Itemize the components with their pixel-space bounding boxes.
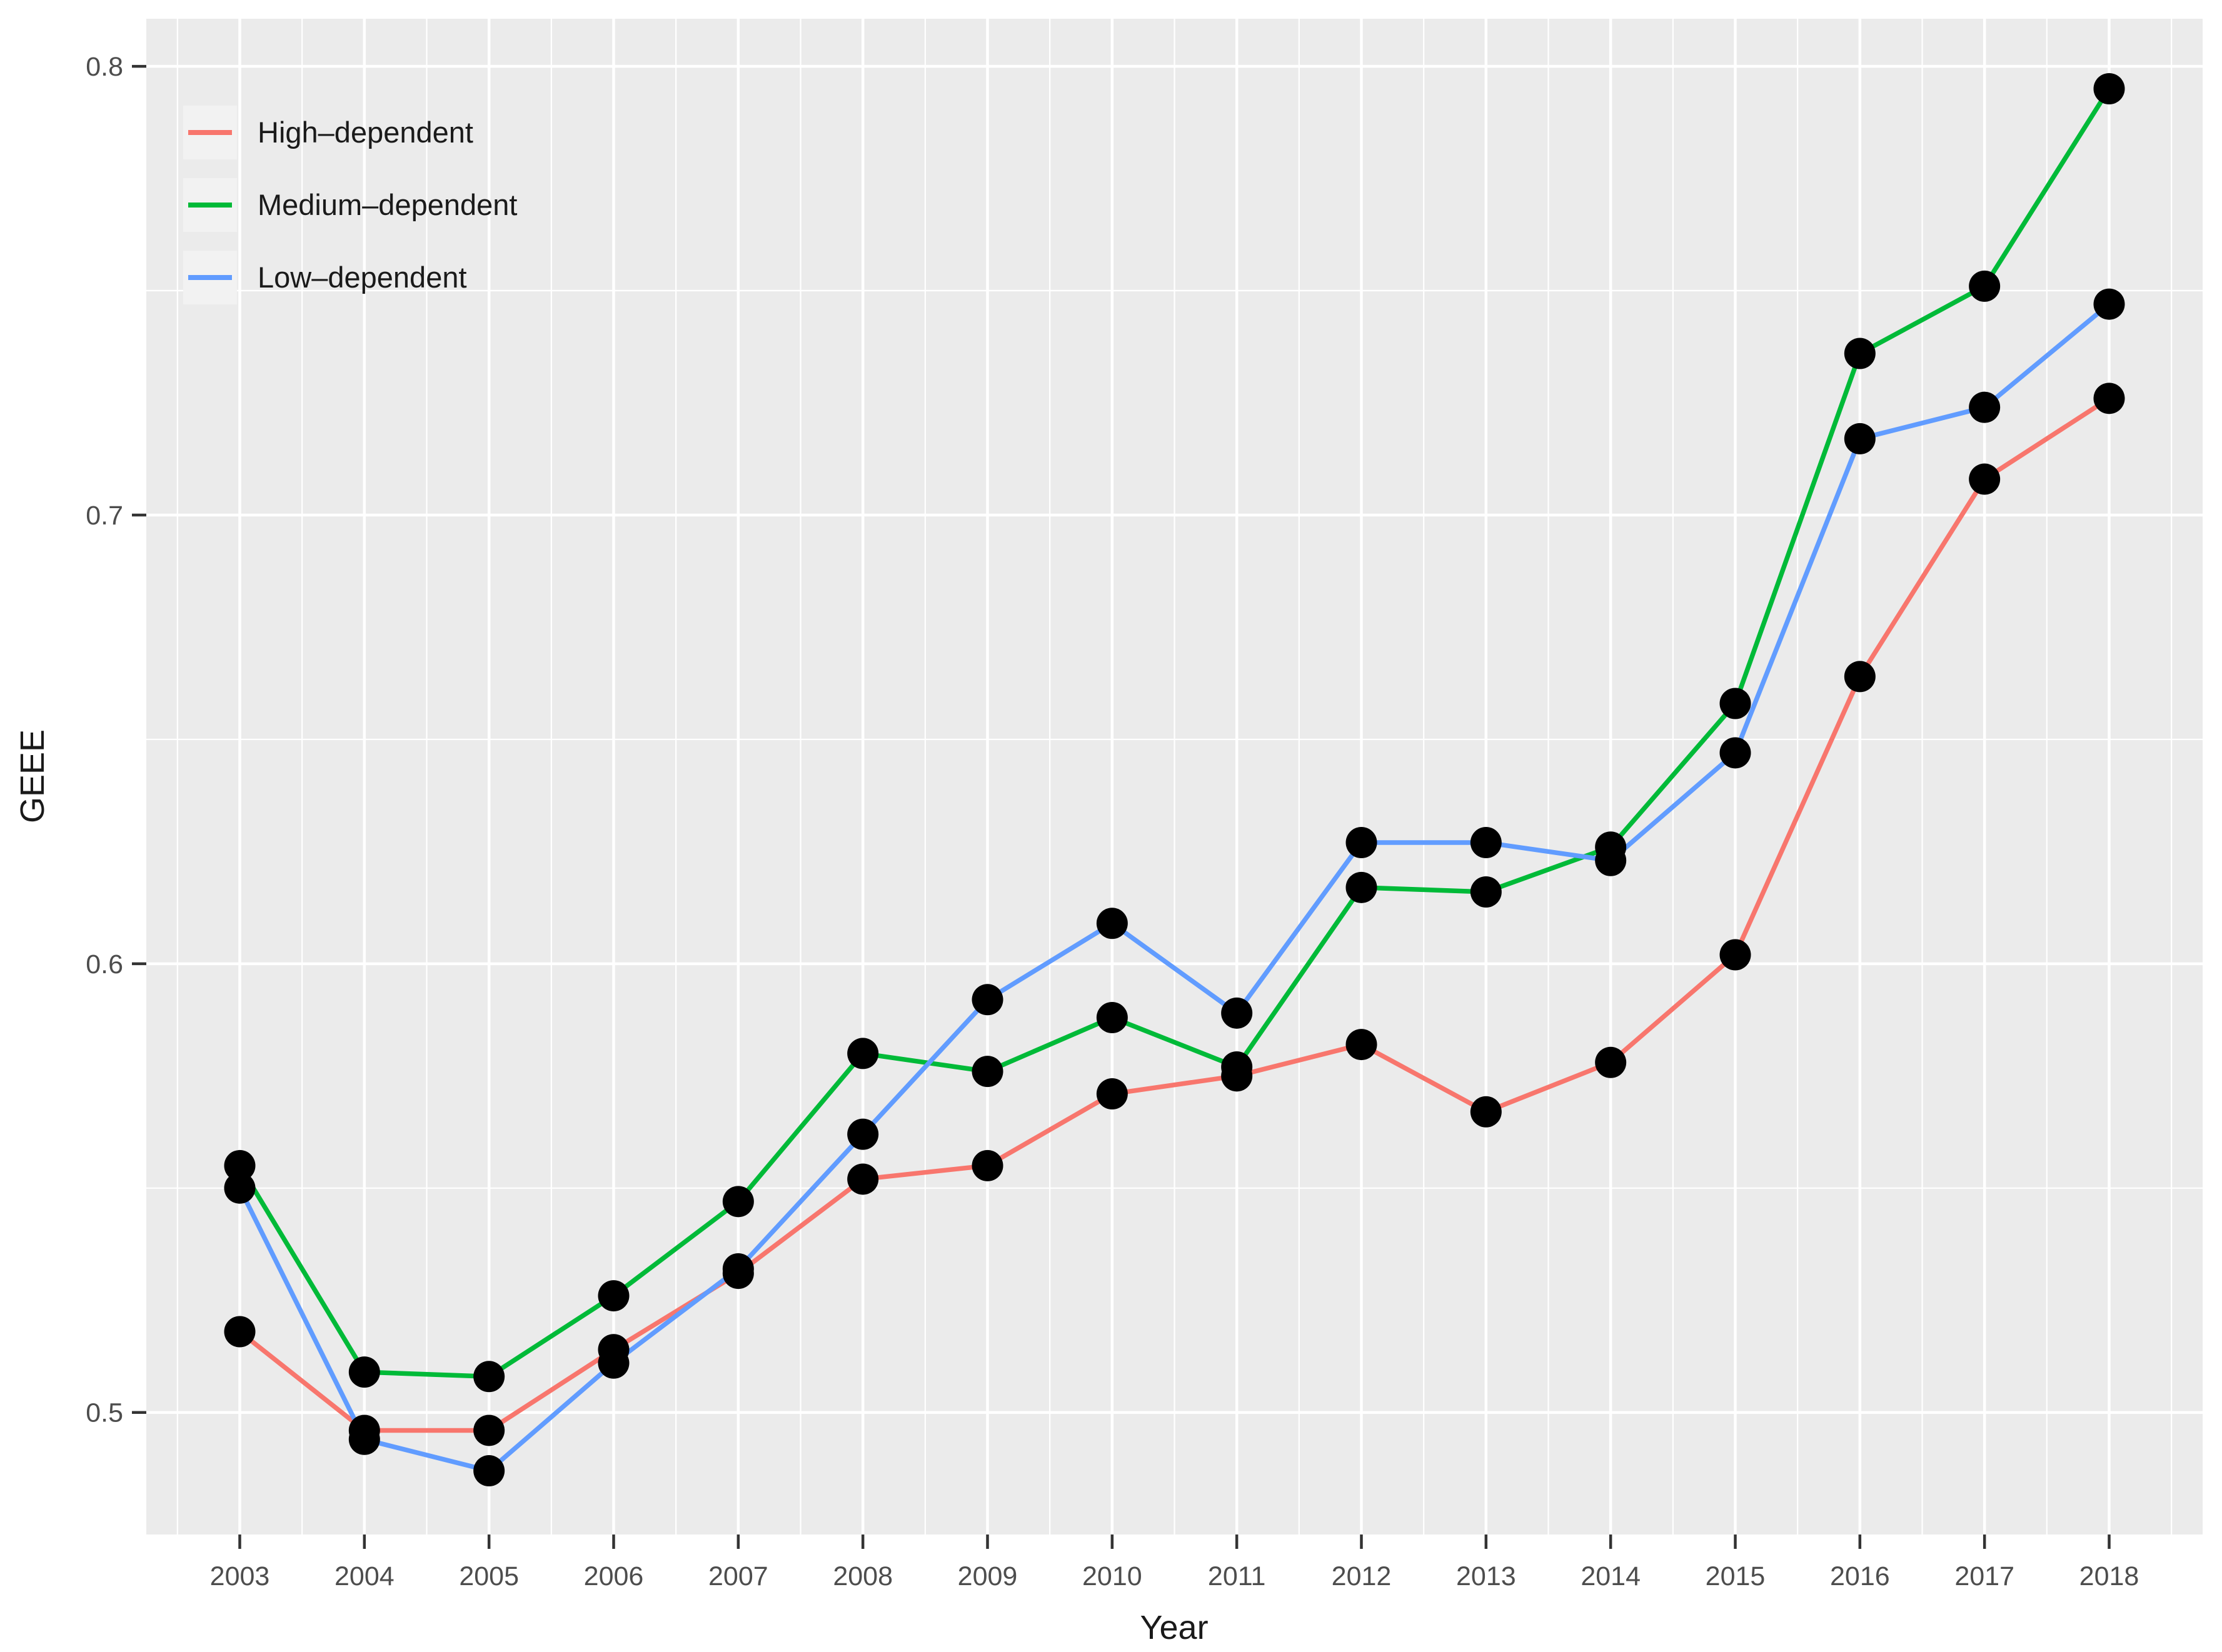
data-point-high-dependent-2018	[2093, 383, 2125, 414]
data-point-medium-dependent-2010	[1096, 1002, 1128, 1034]
series-layer	[224, 73, 2125, 1487]
data-point-high-dependent-2012	[1345, 1029, 1377, 1061]
data-point-medium-dependent-2011	[1221, 1051, 1253, 1083]
data-point-low-dependent-2009	[972, 984, 1003, 1016]
series-line-medium-dependent	[237, 86, 2112, 1379]
series-line-low-dependent	[237, 301, 2112, 1473]
data-point-medium-dependent-2008	[847, 1038, 879, 1069]
data-point-high-dependent-2016	[1844, 661, 1876, 693]
data-point-low-dependent-2006	[598, 1347, 630, 1379]
x-tick-label: 2009	[958, 1561, 1018, 1591]
x-tick-label: 2016	[1830, 1561, 1890, 1591]
data-point-low-dependent-2017	[1969, 391, 2001, 423]
x-tick-label: 2003	[210, 1561, 270, 1591]
axis-layer: 0.5 0.6 0.7 0.8 2003 2004 2005 2006 2007 2008 2009…	[86, 52, 2139, 1591]
data-point-medium-dependent-2018	[2093, 73, 2125, 104]
x-tick-label: 2018	[2079, 1561, 2139, 1591]
data-point-medium-dependent-2005	[473, 1361, 505, 1393]
data-point-high-dependent-2015	[1719, 939, 1751, 971]
data-point-high-dependent-2010	[1096, 1078, 1128, 1110]
data-point-medium-dependent-2015	[1719, 688, 1751, 719]
legend-label-medium-dependent: Medium–dependent	[258, 188, 517, 221]
data-point-medium-dependent-2016	[1844, 338, 1876, 369]
x-tick-label: 2014	[1581, 1561, 1641, 1591]
data-point-low-dependent-2018	[2093, 288, 2125, 320]
data-point-medium-dependent-2006	[598, 1280, 630, 1312]
data-point-medium-dependent-2017	[1969, 270, 2001, 302]
data-point-low-dependent-2008	[847, 1118, 879, 1150]
data-point-medium-dependent-2013	[1470, 876, 1502, 908]
x-tick-label: 2015	[1706, 1561, 1766, 1591]
data-point-low-dependent-2015	[1719, 737, 1751, 769]
series-line-high-dependent	[237, 396, 2112, 1433]
data-point-high-dependent-2013	[1470, 1096, 1502, 1128]
x-tick-label: 2005	[459, 1561, 519, 1591]
data-point-medium-dependent-2004	[348, 1356, 380, 1388]
x-tick-label: 2010	[1082, 1561, 1142, 1591]
y-tick-label: 0.5	[86, 1398, 123, 1428]
data-point-low-dependent-2016	[1844, 423, 1876, 454]
data-point-high-dependent-2008	[847, 1163, 879, 1195]
plot-panel-layer	[146, 19, 2203, 1534]
x-tick-label: 2006	[584, 1561, 644, 1591]
data-point-high-dependent-2009	[972, 1149, 1003, 1181]
y-tick-label: 0.8	[86, 52, 123, 82]
data-point-low-dependent-2013	[1470, 827, 1502, 859]
data-point-high-dependent-2003	[224, 1316, 256, 1348]
data-point-medium-dependent-2007	[722, 1186, 754, 1218]
data-point-low-dependent-2010	[1096, 908, 1128, 939]
legend-label-low-dependent: Low–dependent	[258, 261, 467, 294]
x-tick-label: 2008	[833, 1561, 893, 1591]
y-axis-title: GEEE	[14, 729, 51, 823]
data-point-low-dependent-2007	[722, 1253, 754, 1285]
legend-label-high-dependent: High–dependent	[258, 116, 473, 149]
data-point-high-dependent-2005	[473, 1414, 505, 1446]
x-tick-label: 2007	[708, 1561, 768, 1591]
data-point-low-dependent-2014	[1595, 844, 1627, 876]
x-tick-label: 2012	[1332, 1561, 1392, 1591]
x-tick-label: 2013	[1456, 1561, 1516, 1591]
data-point-medium-dependent-2003	[224, 1149, 256, 1181]
y-tick-label: 0.7	[86, 501, 123, 531]
data-point-low-dependent-2011	[1221, 997, 1253, 1029]
x-axis-title: Year	[1140, 1609, 1208, 1646]
legend: High–dependent Medium–dependent Low–depend…	[183, 106, 517, 304]
data-point-high-dependent-2014	[1595, 1046, 1627, 1078]
x-tick-label: 2011	[1208, 1561, 1265, 1591]
x-tick-label: 2017	[1954, 1561, 2014, 1591]
x-tick-label: 2004	[334, 1561, 395, 1591]
data-point-low-dependent-2012	[1345, 827, 1377, 859]
data-point-low-dependent-2003	[224, 1172, 256, 1204]
data-point-low-dependent-2004	[348, 1423, 380, 1455]
data-point-low-dependent-2005	[473, 1455, 505, 1487]
data-point-high-dependent-2017	[1969, 463, 2001, 495]
data-point-medium-dependent-2009	[972, 1056, 1003, 1088]
data-point-medium-dependent-2012	[1345, 871, 1377, 903]
y-tick-label: 0.6	[86, 949, 123, 979]
